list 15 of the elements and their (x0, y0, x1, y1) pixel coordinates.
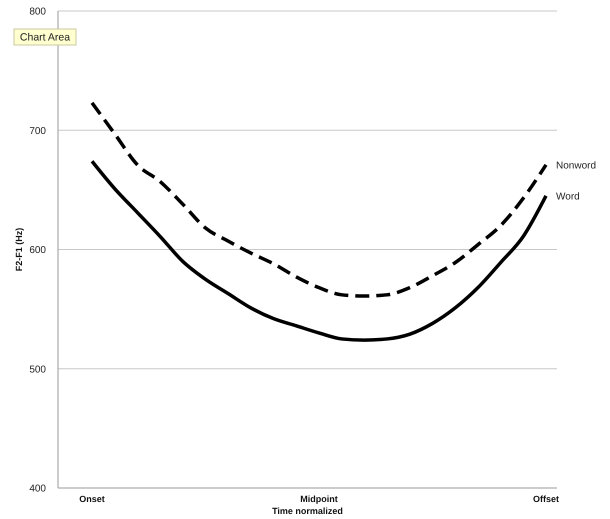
series-label: Word (556, 191, 580, 202)
x-axis-title: Time normalized (272, 506, 343, 516)
y-axis-title: F2-F1 (Hz) (14, 228, 24, 272)
x-tick-label: Midpoint (300, 494, 338, 504)
line-series (90, 101, 548, 298)
y-tick-label: 800 (29, 6, 46, 18)
y-tick-label: 700 (29, 126, 46, 137)
y-tick-label: 600 (29, 245, 46, 256)
annotation: Chart Area (20, 32, 70, 44)
y-tick-label: 500 (29, 364, 46, 376)
x-tick-label: Offset (532, 494, 560, 504)
line-series (90, 160, 548, 342)
y-tick-label: 400 (29, 484, 46, 494)
x-tick-label: Onset (79, 494, 105, 504)
series-label: Nonword (556, 160, 596, 172)
